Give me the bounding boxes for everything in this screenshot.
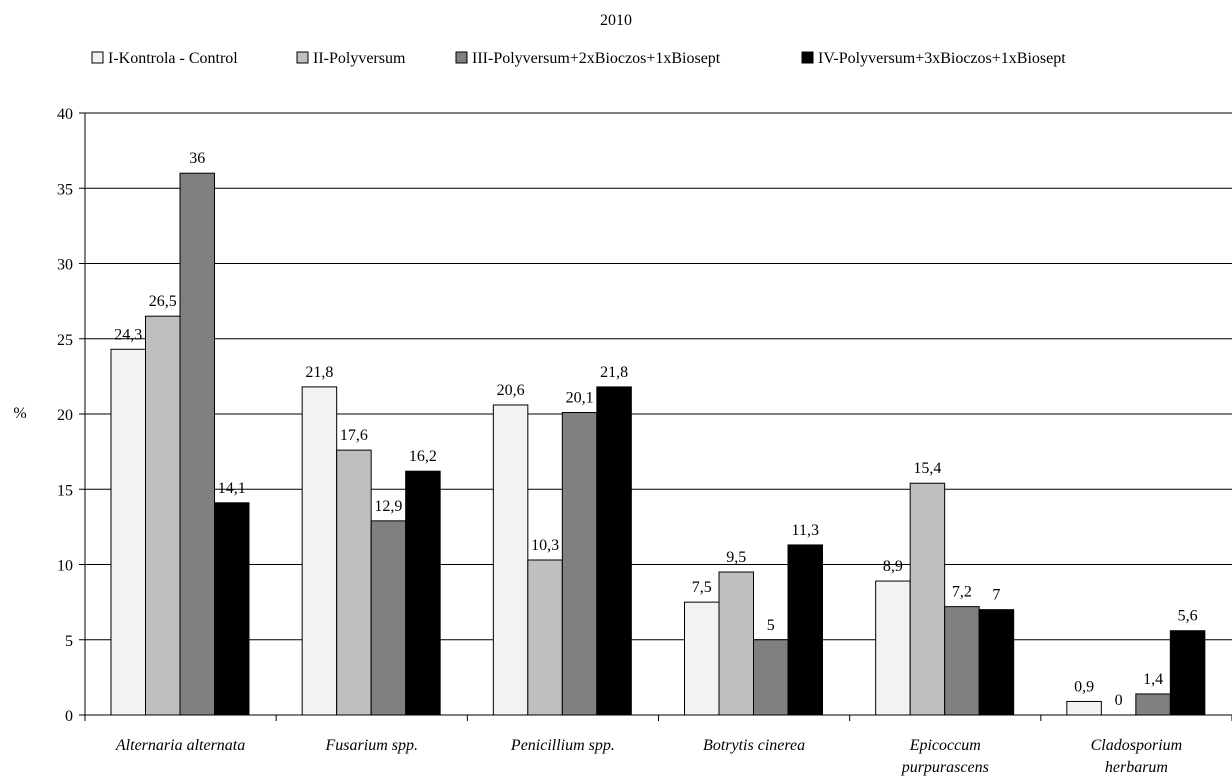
x-tick-label: Alternaria alternata — [115, 737, 245, 754]
y-tick-label: 15 — [57, 482, 73, 499]
bar — [561, 411, 598, 716]
bar — [944, 606, 980, 716]
x-tick-label: purpurascens — [901, 759, 989, 776]
bar — [1169, 630, 1206, 716]
data-label: 24,3 — [114, 326, 142, 343]
gridlines — [85, 112, 1232, 641]
bar — [336, 449, 372, 716]
x-tick-label: Cladosporium — [1091, 737, 1183, 754]
x-tick-label: herbarum — [1105, 759, 1168, 776]
bar — [909, 482, 946, 716]
x-tick-label: Penicillium spp. — [510, 737, 615, 754]
y-tick-label: 20 — [57, 407, 73, 424]
legend-swatch — [296, 51, 309, 64]
bar — [145, 315, 181, 716]
legend-label: III-Polyversum+2xBioczos+1xBiosept — [472, 50, 721, 67]
data-label: 7,5 — [692, 579, 712, 596]
legend-item: III-Polyversum+2xBioczos+1xBiosept — [455, 50, 721, 67]
data-label: 16,2 — [409, 448, 437, 465]
data-label: 14,1 — [218, 480, 246, 497]
legend-swatch — [91, 51, 104, 64]
data-label: 0 — [1115, 692, 1123, 709]
bar — [718, 571, 754, 716]
legend-label: II-Polyversum — [313, 50, 406, 67]
bar — [179, 172, 215, 716]
bar — [492, 404, 529, 716]
y-tick-label: 5 — [65, 633, 73, 650]
bar — [596, 386, 632, 716]
x-tick-label: Epicoccum — [909, 737, 981, 754]
data-label: 20,1 — [566, 389, 594, 406]
bar — [301, 386, 338, 716]
legend-swatch — [801, 51, 814, 64]
data-label: 0,9 — [1074, 678, 1094, 695]
bar — [1135, 693, 1171, 716]
bars — [110, 172, 1206, 716]
chart-title: 2010 — [600, 12, 632, 29]
data-label: 5,6 — [1178, 608, 1198, 625]
data-label: 9,5 — [726, 549, 746, 566]
bar — [753, 639, 789, 716]
legend-label: IV-Polyversum+3xBioczos+1xBiosept — [818, 50, 1066, 67]
data-label: 10,3 — [531, 537, 559, 554]
y-tick-label: 25 — [57, 332, 73, 349]
bar — [370, 520, 407, 716]
y-tick-label: 40 — [57, 106, 73, 123]
data-label: 36 — [189, 150, 205, 167]
bar — [110, 348, 146, 716]
bar — [787, 544, 823, 716]
bar — [875, 580, 911, 716]
data-label: 1,4 — [1143, 671, 1163, 688]
data-label: 11,3 — [792, 522, 819, 539]
y-axis-ticks: 0 5 10 15 20 25 30 35 40 — [57, 106, 85, 725]
bar — [1066, 700, 1102, 716]
x-tick-label: Botrytis cinerea — [703, 737, 805, 754]
legend-label: I-Kontrola - Control — [108, 50, 238, 67]
bar — [684, 601, 720, 716]
bar — [214, 502, 250, 716]
data-label: 26,5 — [149, 293, 177, 310]
y-tick-label: 35 — [57, 181, 73, 198]
data-label: 7,2 — [952, 584, 972, 601]
x-axis-ticks: Alternaria alternata Fusarium spp. Penicil… — [84, 715, 1232, 776]
bar — [978, 609, 1015, 716]
data-label: 21,8 — [305, 364, 333, 381]
data-label: 5 — [767, 617, 775, 634]
bar — [405, 470, 441, 716]
legend-item: II-Polyversum — [296, 50, 406, 67]
data-label: 21,8 — [600, 364, 628, 381]
data-label: 7 — [992, 587, 1000, 604]
y-tick-label: 30 — [57, 257, 73, 274]
data-labels: 24,3 26,5 36 14,1 21,8 17,6 12,9 16,2 20,6 10,3 20… — [114, 150, 1197, 709]
y-axis-label: % — [13, 405, 26, 422]
legend-swatch — [455, 51, 468, 64]
bar — [527, 559, 563, 716]
y-tick-label: 0 — [65, 708, 73, 725]
x-tick-label: Fusarium spp. — [325, 737, 418, 754]
data-label: 12,9 — [374, 498, 402, 515]
legend-item: IV-Polyversum+3xBioczos+1xBiosept — [801, 50, 1066, 67]
data-label: 15,4 — [913, 460, 941, 477]
y-tick-label: 10 — [57, 558, 73, 575]
data-label: 8,9 — [883, 558, 903, 575]
data-label: 20,6 — [497, 382, 525, 399]
legend-item: I-Kontrola - Control — [91, 50, 238, 67]
legend: I-Kontrola - Control II-Polyversum III-Pol… — [91, 50, 1066, 67]
data-label: 17,6 — [340, 427, 368, 444]
